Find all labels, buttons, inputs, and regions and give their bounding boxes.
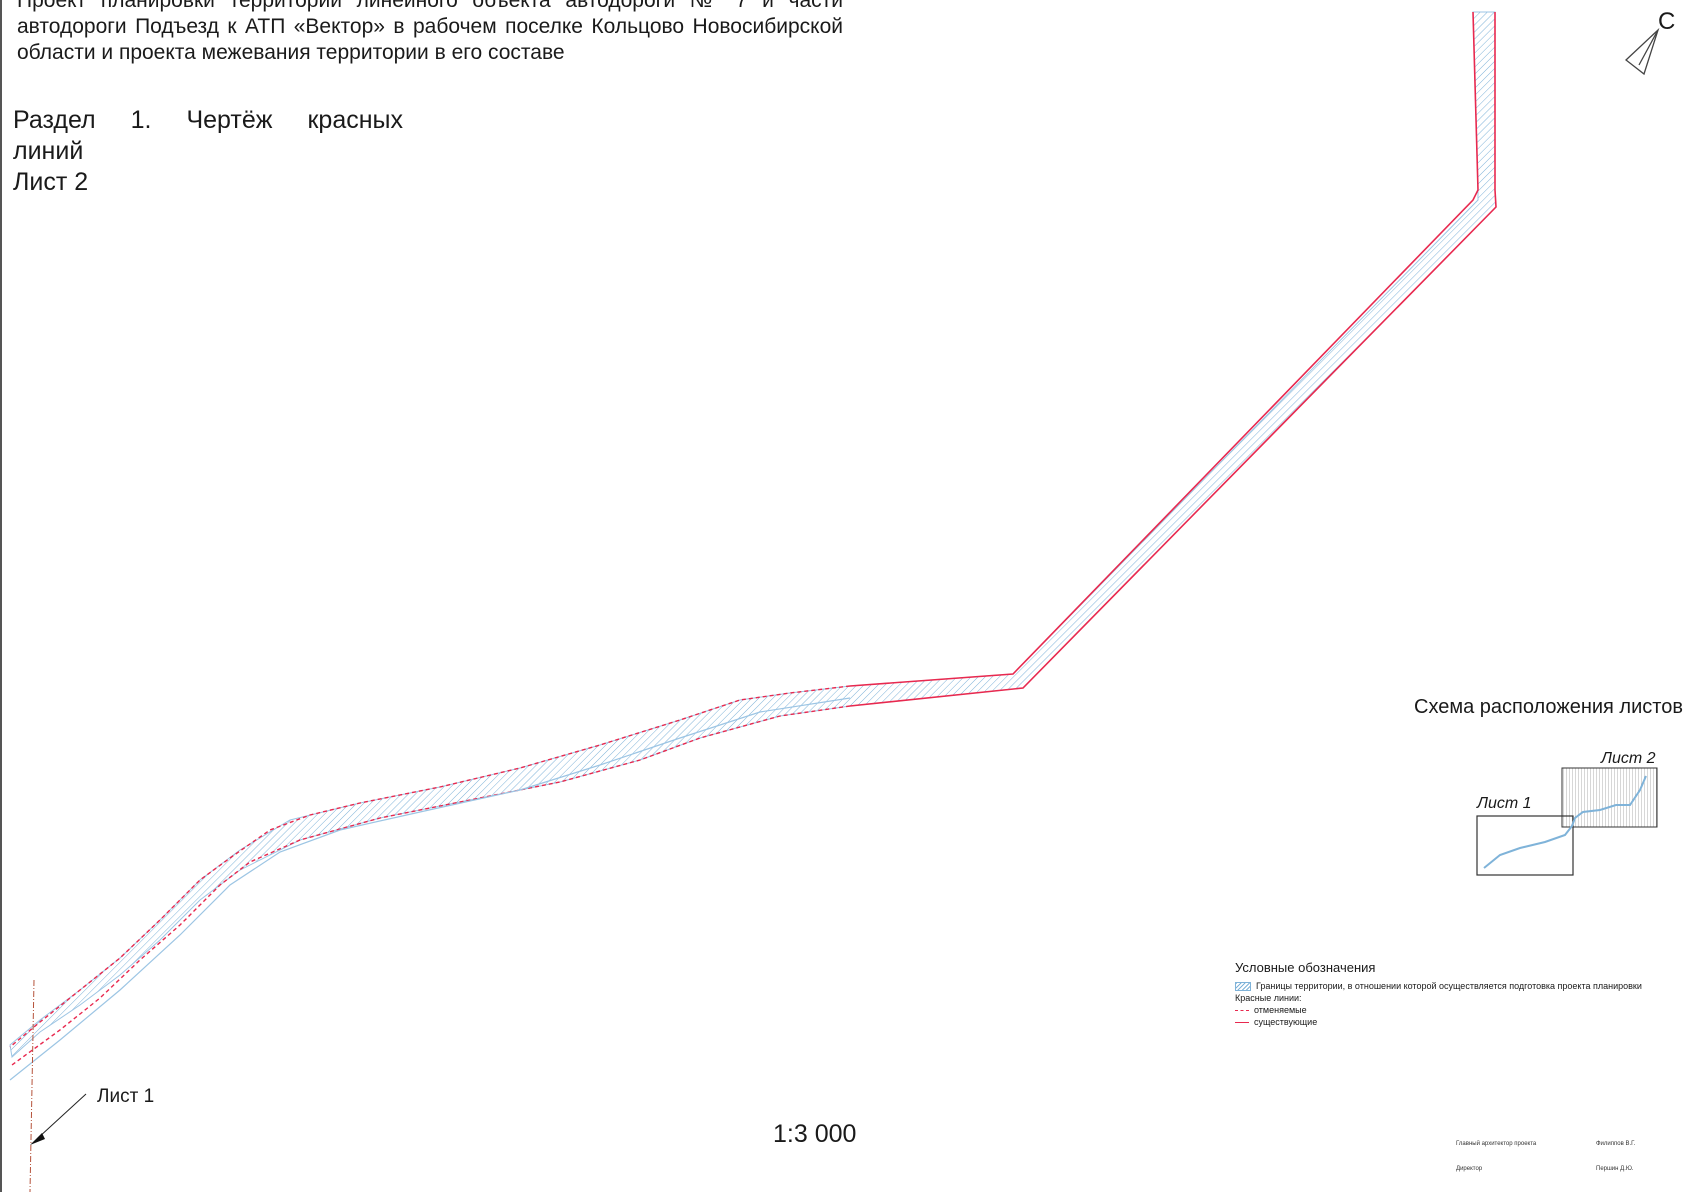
- legend-item-boundary-label: Границы территории, в отношении которой …: [1256, 981, 1642, 991]
- legend-title: Условные обозначения: [1235, 960, 1376, 975]
- scheme-sheet1-frame: [1476, 815, 1574, 876]
- legend: Условные обозначения Границы территории,…: [1235, 960, 1695, 1028]
- hatch-swatch-icon: [1235, 981, 1251, 991]
- scheme-road-line: [1483, 775, 1647, 869]
- stamp-director-name: Першин Д.Ю.: [1596, 1166, 1634, 1172]
- legend-item-cancelled: отменяемые: [1235, 1004, 1695, 1016]
- sheet1-pointer-arrowhead: [30, 1133, 45, 1145]
- document-title: Проект планировки территории линейного о…: [17, 0, 843, 64]
- sheet-layout-scheme: [1476, 767, 1658, 876]
- legend-item-existing: существующие: [1235, 1016, 1695, 1028]
- dashed-line-icon: [1235, 1009, 1249, 1011]
- sheet1-pointer-line: [37, 1093, 87, 1139]
- scheme-sheet2-label: Лист 2: [1601, 750, 1656, 767]
- legend-item-cancelled-label: отменяемые: [1254, 1005, 1307, 1015]
- north-arrow-icon: [1625, 27, 1660, 76]
- section-heading-line1: Раздел 1. Чертёж красных: [13, 106, 403, 134]
- sheet-border: [0, 0, 2, 1192]
- legend-item-existing-label: существующие: [1254, 1017, 1318, 1027]
- red-line-cancelled-upper: [9, 685, 851, 1048]
- section-heading-line2: линий: [13, 137, 84, 165]
- stamp-director-role: Директор: [1456, 1166, 1483, 1172]
- sheet1-boundary-line: [29, 979, 35, 1192]
- stamp-chief-architect-role: Главный архитектор проекта: [1456, 1141, 1537, 1147]
- stamp-chief-architect-name: Филиппов В.Г.: [1596, 1141, 1636, 1147]
- sheet1-pointer-label: Лист 1: [97, 1086, 155, 1107]
- red-line-cancelled-lower: [11, 705, 851, 1066]
- north-label: С: [1658, 8, 1676, 35]
- solid-line-icon: [1235, 1021, 1249, 1023]
- scheme-title: Схема расположения листов: [1414, 696, 1683, 718]
- legend-red-lines-heading-label: Красные линии:: [1235, 993, 1302, 1003]
- legend-red-lines-heading: Красные линии:: [1235, 992, 1695, 1004]
- scheme-sheet2-frame: [1561, 767, 1658, 828]
- map-scale: 1:3 000: [773, 1120, 857, 1148]
- legend-item-boundary: Границы территории, в отношении которой …: [1235, 980, 1695, 992]
- sheet-number-label: Лист 2: [13, 168, 89, 196]
- red-line-existing-left: [849, 11, 1479, 687]
- road-edge-line: [9, 697, 851, 1081]
- section-heading: Раздел 1. Чертёж красных линий Лист 2: [13, 105, 403, 198]
- scheme-sheet1-label: Лист 1: [1477, 795, 1532, 812]
- red-line-existing-right: [849, 12, 1497, 707]
